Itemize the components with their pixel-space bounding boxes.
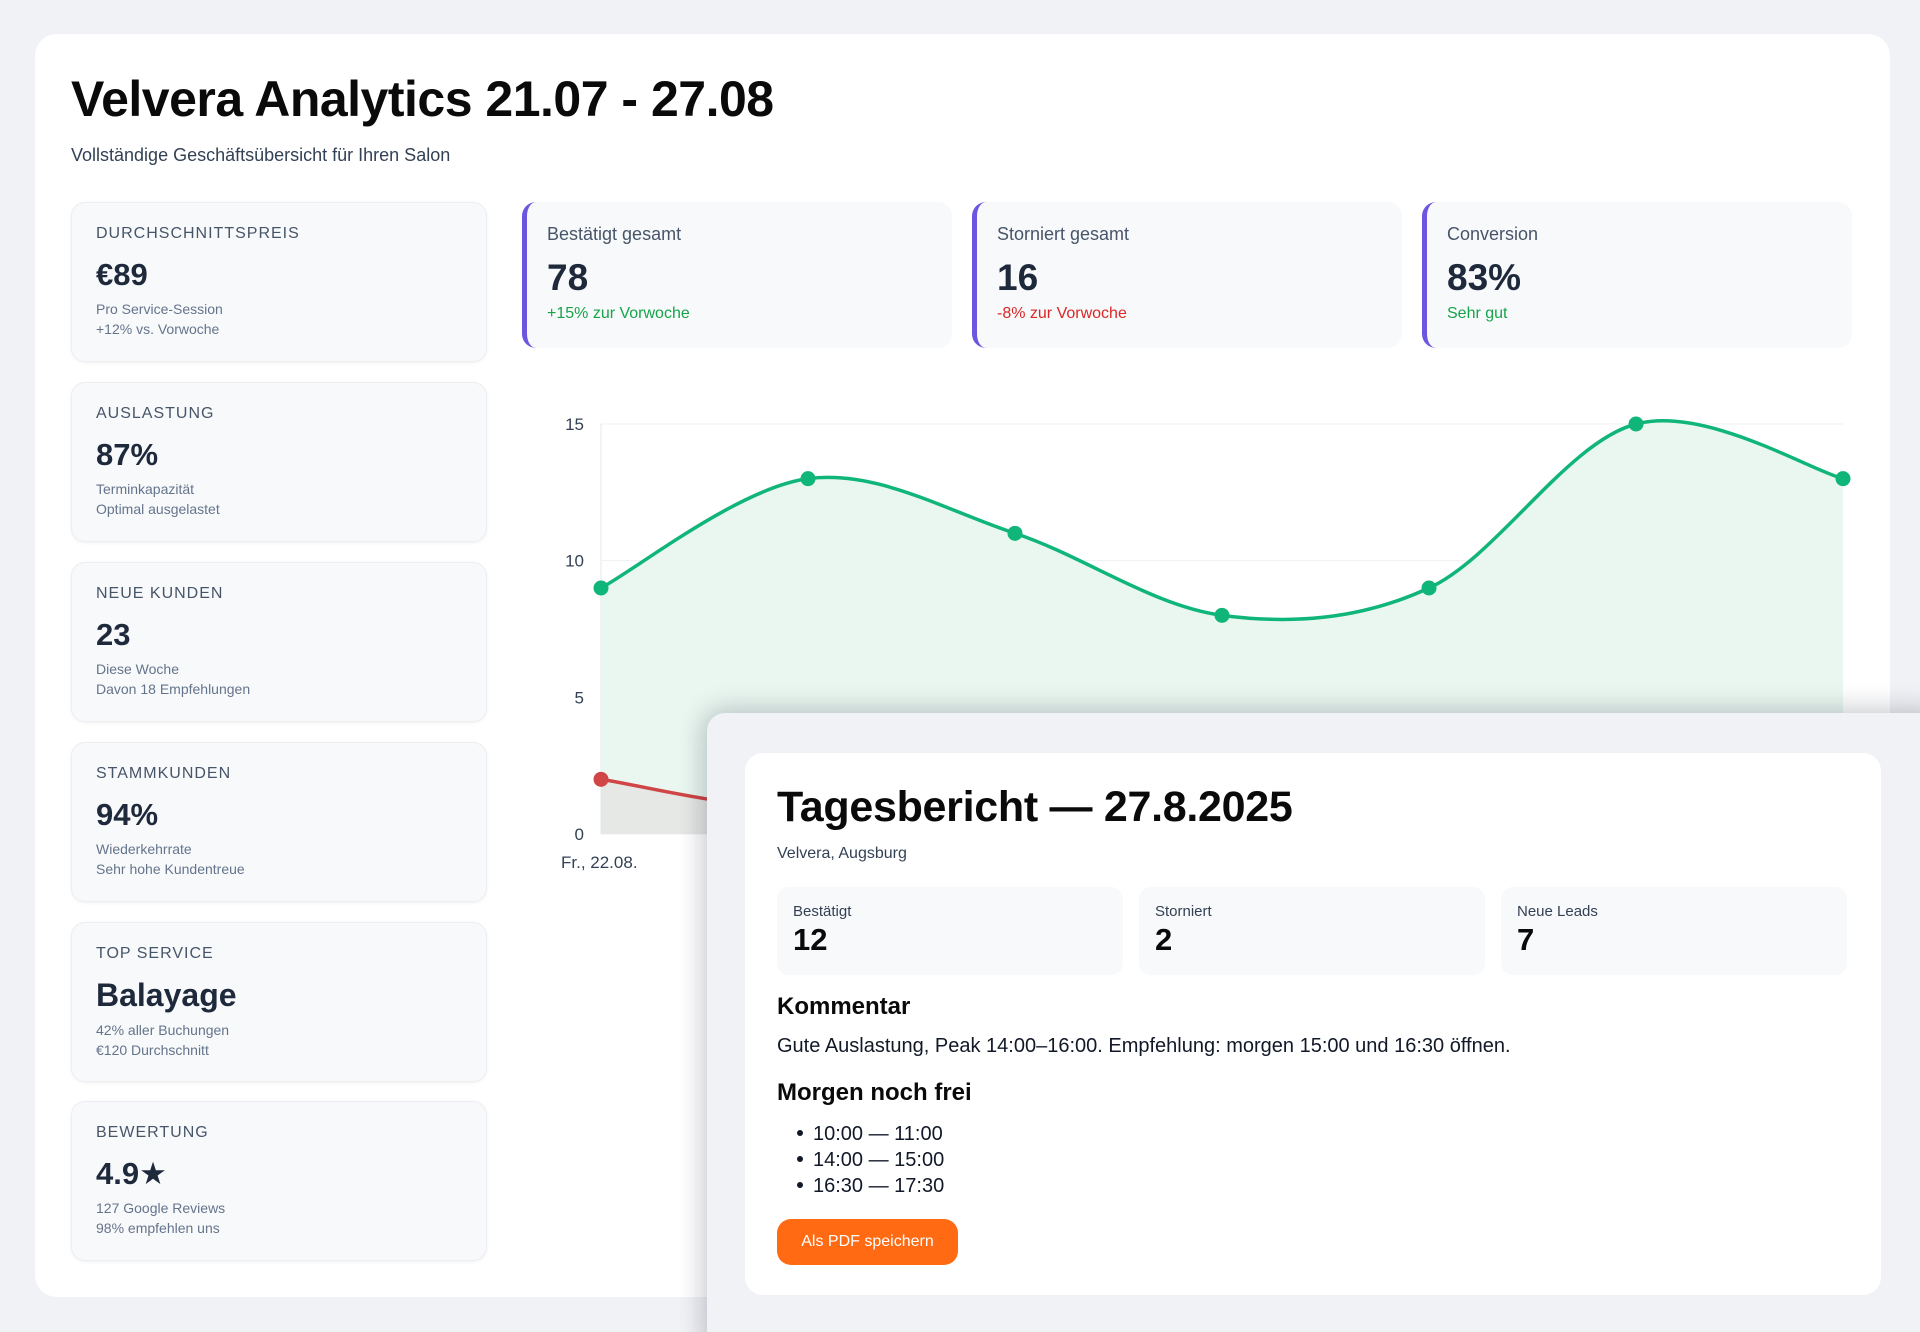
data-point (1421, 580, 1437, 596)
data-point (1835, 471, 1851, 487)
kpi-label: Storniert gesamt (997, 224, 1130, 244)
kpi-card-conversion: Conversion 83% Sehr gut (1422, 202, 1852, 348)
y-tick-label: 0 (575, 825, 584, 844)
free-slot-item: 16:30 — 17:30 (797, 1173, 944, 1199)
free-slot-item: 14:00 — 15:00 (797, 1147, 944, 1173)
kpi-card-confirmed-total: Bestätigt gesamt 78 +15% zur Vorwoche (522, 202, 952, 348)
kpi-value: 4.9★ (96, 1156, 167, 1191)
kpi-label: TOP SERVICE (96, 945, 214, 962)
comment-heading: Kommentar (777, 993, 911, 1020)
kpi-value: 83% (1447, 257, 1522, 298)
kpi-card-top-service: TOP SERVICE Balayage 42% aller Buchungen… (71, 922, 487, 1082)
report-stat-new-leads: Neue Leads 7 (1501, 887, 1847, 975)
comment-text: Gute Auslastung, Peak 14:00–16:00. Empfe… (777, 1035, 1511, 1057)
free-slot-time: 10:00 — 11:00 (813, 1123, 943, 1145)
kpi-value: 94% (96, 797, 159, 832)
bullet-icon (797, 1129, 803, 1136)
kpi-value: 16 (997, 257, 1039, 298)
data-point (1628, 416, 1644, 432)
free-slot-time: 16:30 — 17:30 (813, 1175, 945, 1197)
y-tick-label: 10 (565, 552, 584, 571)
kpi-label: STAMMKUNDEN (96, 765, 232, 782)
kpi-note: Diese Woche (96, 661, 180, 677)
y-tick-label: 5 (575, 688, 584, 707)
kpi-card-utilization: AUSLASTUNG 87% Terminkapazität Optimal a… (71, 382, 487, 542)
report-title: Tagesbericht — 27.8.2025 (777, 783, 1293, 831)
kpi-note: €120 Durchschnitt (96, 1042, 209, 1058)
stat-label: Storniert (1155, 903, 1212, 920)
kpi-note: Davon 18 Empfehlungen (96, 681, 251, 697)
kpi-card-regulars: STAMMKUNDEN 94% Wiederkehrrate Sehr hohe… (71, 742, 487, 902)
kpi-label: Conversion (1447, 224, 1539, 244)
free-slots-heading: Morgen noch frei (777, 1079, 972, 1106)
free-slot-item: 10:00 — 11:00 (797, 1121, 944, 1147)
bullet-icon (797, 1181, 803, 1188)
kpi-delta: +15% zur Vorwoche (547, 305, 690, 322)
stat-value: 12 (793, 922, 828, 957)
kpi-note: +12% vs. Vorwoche (96, 321, 220, 337)
kpi-card-cancelled-total: Storniert gesamt 16 -8% zur Vorwoche (972, 202, 1402, 348)
kpi-note: 127 Google Reviews (96, 1200, 226, 1216)
kpi-note: Sehr hohe Kundentreue (96, 861, 245, 877)
kpi-label: NEUE KUNDEN (96, 585, 224, 602)
kpi-note: Optimal ausgelastet (96, 501, 220, 517)
bullet-icon (797, 1155, 803, 1162)
kpi-label: BEWERTUNG (96, 1124, 209, 1141)
data-point (800, 471, 816, 487)
stat-label: Bestätigt (793, 903, 852, 920)
kpi-card-new-customers: NEUE KUNDEN 23 Diese Woche Davon 18 Empf… (71, 562, 487, 722)
kpi-value: 87% (96, 437, 159, 472)
kpi-note: Terminkapazität (96, 481, 195, 497)
data-point (1007, 525, 1023, 541)
kpi-label: Bestätigt gesamt (547, 224, 682, 244)
kpi-label: AUSLASTUNG (96, 405, 215, 422)
x-tick-label: Fr., 22.08. (561, 853, 638, 872)
kpi-value: 78 (547, 257, 589, 298)
kpi-delta: -8% zur Vorwoche (997, 305, 1127, 322)
free-slots-list: 10:00 — 11:00 14:00 — 15:00 16:30 — 17:3… (797, 1121, 944, 1199)
data-point (1214, 607, 1230, 623)
daily-report-panel: Tagesbericht — 27.8.2025 Velvera, Augsbu… (707, 713, 1920, 1332)
kpi-value: 23 (96, 617, 131, 652)
kpi-value: Balayage (96, 977, 237, 1013)
report-stat-cancelled: Storniert 2 (1139, 887, 1485, 975)
kpi-card-rating: BEWERTUNG 4.9★ 127 Google Reviews 98% em… (71, 1101, 487, 1261)
kpi-card-average-price: DURCHSCHNITTSPREIS €89 Pro Service-Sessi… (71, 202, 487, 362)
kpi-note: Wiederkehrrate (96, 841, 192, 857)
kpi-value: €89 (96, 257, 148, 292)
kpi-delta: Sehr gut (1447, 305, 1508, 322)
kpi-note: 42% aller Buchungen (96, 1022, 230, 1038)
stat-label: Neue Leads (1517, 903, 1598, 920)
free-slot-time: 14:00 — 15:00 (813, 1149, 945, 1171)
kpi-label: DURCHSCHNITTSPREIS (96, 225, 300, 242)
data-point (593, 771, 609, 787)
save-pdf-button[interactable]: Als PDF speichern (777, 1219, 958, 1265)
report-stat-confirmed: Bestätigt 12 (777, 887, 1123, 975)
page-title: Velvera Analytics 21.07 - 27.08 (71, 71, 774, 127)
kpi-note: 98% empfehlen uns (96, 1220, 220, 1236)
report-location: Velvera, Augsburg (777, 845, 907, 862)
kpi-note: Pro Service-Session (96, 301, 223, 317)
daily-report-card: Tagesbericht — 27.8.2025 Velvera, Augsbu… (745, 753, 1881, 1295)
stat-value: 7 (1517, 922, 1535, 957)
y-tick-label: 15 (565, 415, 584, 434)
stat-value: 2 (1155, 922, 1173, 957)
data-point (593, 580, 609, 596)
page-subtitle: Vollständige Geschäftsübersicht für Ihre… (71, 145, 451, 165)
